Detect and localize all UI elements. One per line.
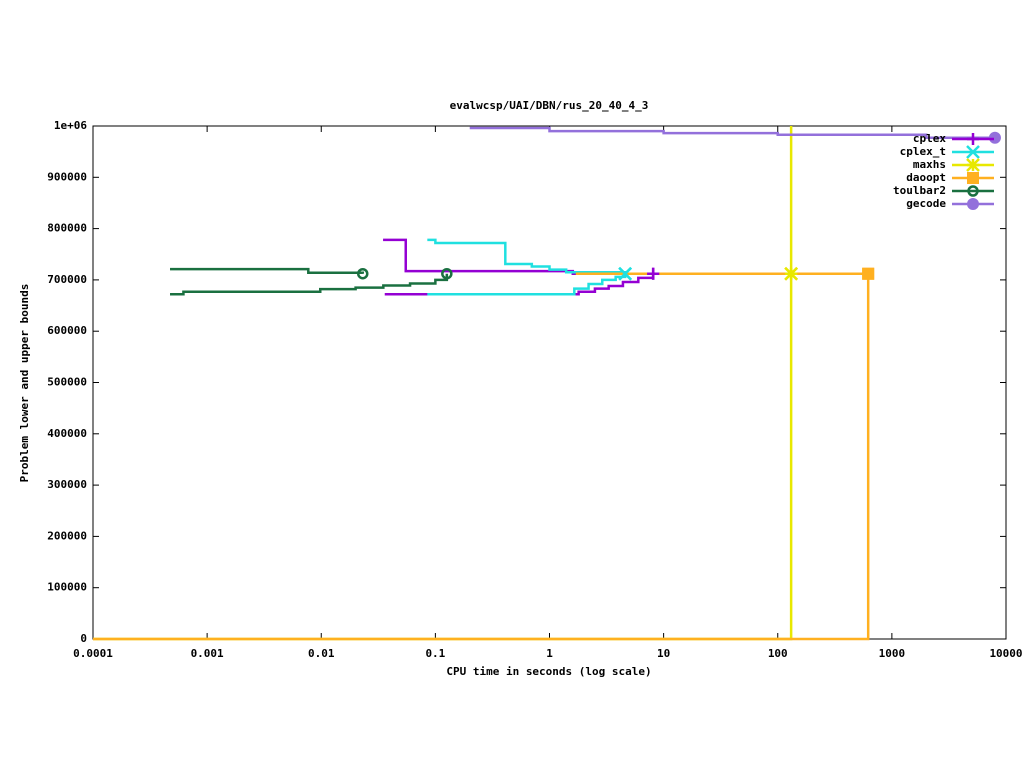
x-tick-label: 10 bbox=[657, 647, 670, 660]
marker-stroke bbox=[784, 266, 799, 281]
marker bbox=[356, 267, 369, 280]
marker bbox=[966, 158, 980, 172]
x-axis-label: CPU time in seconds (log scale) bbox=[446, 665, 651, 678]
x-tick-label: 0.0001 bbox=[73, 647, 113, 660]
legend-label: maxhs bbox=[913, 158, 946, 171]
legend-label: cplex_t bbox=[900, 145, 946, 158]
marker bbox=[967, 198, 979, 210]
plot-area bbox=[93, 126, 1001, 641]
marker-shape bbox=[441, 267, 453, 280]
marker-shape bbox=[967, 198, 979, 210]
y-tick-label: 300000 bbox=[47, 478, 87, 491]
x-tick-label: 0.01 bbox=[308, 647, 335, 660]
legend-label: cplex bbox=[913, 132, 946, 145]
y-tick-label: 100000 bbox=[47, 581, 87, 594]
bound-line bbox=[170, 273, 449, 296]
bound-line bbox=[427, 238, 627, 274]
bound-line bbox=[384, 273, 655, 296]
x-tick-label: 0.1 bbox=[425, 647, 445, 660]
marker bbox=[967, 172, 979, 184]
y-tick-label: 600000 bbox=[47, 324, 87, 337]
y-axis-label: Problem lower and upper bounds bbox=[18, 284, 31, 483]
marker-stroke bbox=[618, 266, 633, 281]
marker bbox=[966, 145, 980, 159]
marker-shape bbox=[988, 131, 1001, 144]
x-tick-label: 0.001 bbox=[191, 647, 224, 660]
bound-line bbox=[93, 273, 870, 641]
y-tick-label: 0 bbox=[80, 632, 87, 645]
bound-line bbox=[427, 273, 627, 296]
chart-title: evalwcsp/UAI/DBN/rus_20_40_4_3 bbox=[450, 99, 649, 112]
marker bbox=[441, 267, 453, 280]
legend-label: gecode bbox=[906, 197, 946, 210]
marker bbox=[988, 131, 1001, 144]
legend-label: daoopt bbox=[906, 171, 946, 184]
y-tick-label: 700000 bbox=[47, 273, 87, 286]
marker bbox=[967, 185, 979, 197]
bound-line bbox=[469, 126, 995, 140]
y-tick-label: 400000 bbox=[47, 427, 87, 440]
y-tick-label: 200000 bbox=[47, 529, 87, 542]
marker bbox=[647, 267, 660, 280]
marker-shape bbox=[862, 267, 875, 280]
marker bbox=[784, 266, 799, 281]
marker-shape bbox=[967, 185, 979, 197]
marker-stroke bbox=[966, 158, 980, 172]
marker bbox=[618, 266, 633, 281]
y-tick-label: 500000 bbox=[47, 376, 87, 389]
marker-stroke bbox=[966, 145, 980, 159]
legend-label: toulbar2 bbox=[893, 184, 946, 197]
x-tick-label: 1 bbox=[546, 647, 553, 660]
marker bbox=[862, 267, 875, 280]
x-tick-label: 1000 bbox=[879, 647, 906, 660]
marker-shape bbox=[356, 267, 369, 280]
x-tick-label: 100 bbox=[768, 647, 788, 660]
y-tick-label: 900000 bbox=[47, 170, 87, 183]
bound-line bbox=[170, 267, 364, 274]
y-tick-label: 1e+06 bbox=[54, 119, 87, 132]
marker bbox=[967, 133, 979, 145]
x-tick-label: 10000 bbox=[989, 647, 1022, 660]
y-tick-label: 800000 bbox=[47, 222, 87, 235]
marker-shape bbox=[967, 172, 979, 184]
